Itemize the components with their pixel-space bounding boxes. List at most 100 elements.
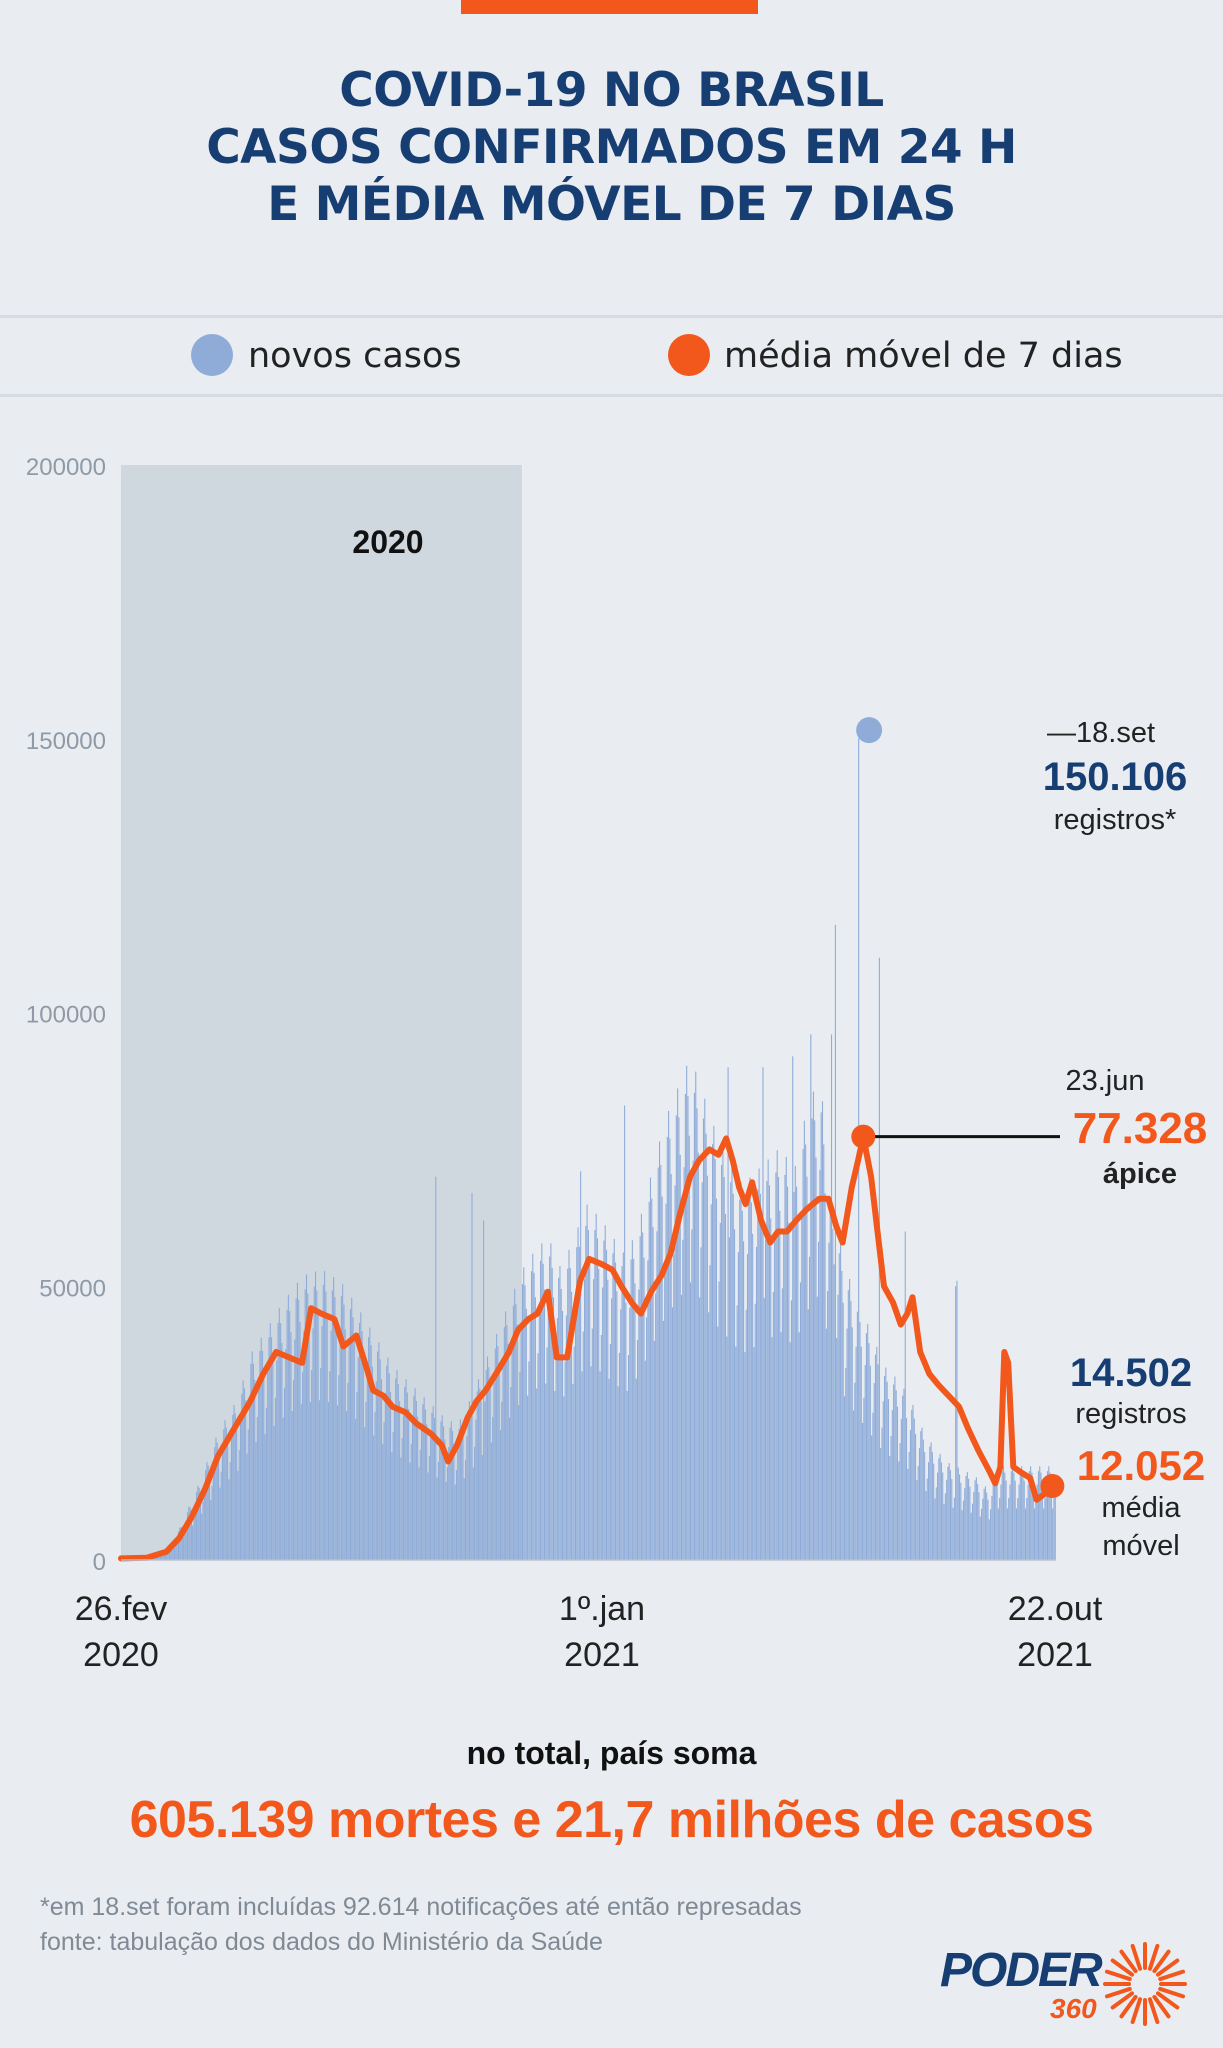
case-bar	[757, 1189, 759, 1560]
case-bar	[911, 1409, 913, 1560]
case-bar	[771, 1337, 773, 1560]
case-bar	[692, 1160, 694, 1560]
case-bar	[377, 1351, 379, 1560]
case-bar	[864, 1364, 866, 1560]
case-bar	[633, 1258, 635, 1560]
case-bar	[225, 1427, 227, 1560]
case-bar	[787, 1186, 789, 1560]
case-bar	[721, 1165, 723, 1560]
case-bar	[467, 1411, 469, 1560]
x-tick-label-year: 2020	[83, 1636, 159, 1674]
case-bar	[935, 1487, 937, 1560]
case-bar	[475, 1419, 477, 1560]
case-bar	[678, 1117, 680, 1560]
case-bar	[312, 1328, 314, 1560]
case-bar	[724, 1213, 727, 1560]
case-bar	[712, 1144, 714, 1560]
case-bar	[227, 1437, 229, 1560]
case-bar	[224, 1420, 226, 1560]
case-bar	[889, 1456, 891, 1560]
case-bar	[486, 1356, 489, 1560]
case-bar	[1015, 1508, 1018, 1560]
case-bar	[514, 1288, 516, 1560]
case-bar	[497, 1346, 499, 1560]
x-tick-label-day: 1º.jan	[559, 1590, 645, 1628]
case-bar	[230, 1438, 233, 1560]
case-bar	[316, 1290, 318, 1560]
case-bar	[163, 1552, 165, 1560]
sun-ray	[1104, 1969, 1132, 1982]
case-bar	[1013, 1472, 1015, 1560]
case-bar	[640, 1213, 642, 1560]
case-bar	[755, 1246, 758, 1560]
case-bar	[300, 1404, 302, 1560]
x-tick-label-day: 26.fev	[75, 1590, 168, 1628]
case-bar	[974, 1480, 976, 1560]
case-bar	[406, 1392, 408, 1560]
case-bar	[537, 1353, 539, 1560]
case-bar	[573, 1346, 575, 1560]
case-bar	[311, 1370, 313, 1560]
case-bar	[992, 1481, 994, 1560]
spike-note-label: registros*	[1054, 804, 1177, 836]
case-bar	[551, 1267, 553, 1560]
case-bar	[682, 1239, 684, 1560]
case-bar	[731, 1164, 733, 1560]
case-bar	[374, 1411, 376, 1560]
case-bar	[327, 1402, 330, 1560]
case-bar	[439, 1441, 441, 1560]
case-bar	[528, 1361, 530, 1560]
case-bar	[704, 1098, 706, 1560]
case-bar	[930, 1442, 932, 1560]
case-bar	[980, 1508, 983, 1560]
case-bar	[305, 1274, 308, 1560]
case-bar	[793, 1192, 795, 1560]
case-bar	[405, 1379, 407, 1560]
case-bar	[223, 1429, 225, 1560]
case-bar	[920, 1431, 922, 1560]
case-bar	[515, 1304, 517, 1560]
case-bar	[687, 1096, 689, 1560]
case-bar	[219, 1487, 221, 1560]
case-bar	[1022, 1472, 1024, 1560]
spike-date-label: —18.set	[1047, 717, 1155, 749]
case-bar	[1043, 1508, 1045, 1560]
case-bar	[426, 1424, 428, 1560]
case-bar	[602, 1287, 604, 1560]
case-bar	[796, 1186, 798, 1560]
case-bar	[458, 1428, 460, 1560]
case-bar	[671, 1307, 674, 1560]
case-bar	[440, 1421, 442, 1560]
case-bar	[946, 1479, 948, 1560]
case-bar	[838, 1253, 840, 1560]
case-bar	[521, 1284, 523, 1560]
case-bar	[188, 1506, 190, 1560]
case-bar	[677, 1088, 679, 1560]
case-bar	[887, 1399, 889, 1560]
case-bar	[454, 1484, 456, 1560]
y-tick-label: 150000	[26, 728, 106, 755]
case-bar	[331, 1290, 333, 1560]
case-bar	[333, 1277, 335, 1560]
case-bar	[325, 1291, 327, 1560]
case-bar	[1027, 1484, 1029, 1560]
case-bar	[840, 1243, 842, 1560]
case-bar	[868, 1343, 870, 1560]
case-bar	[580, 1171, 582, 1560]
case-bar	[1010, 1471, 1012, 1560]
case-bar	[827, 1290, 829, 1560]
case-bar	[668, 1110, 670, 1560]
case-bar	[990, 1509, 992, 1560]
case-bar	[626, 1390, 628, 1560]
case-bar	[982, 1498, 984, 1560]
case-bar	[197, 1485, 199, 1560]
case-bar	[261, 1351, 264, 1560]
case-bar	[484, 1401, 486, 1560]
case-bar	[715, 1198, 717, 1560]
case-bar	[904, 1231, 906, 1560]
case-bar	[986, 1492, 988, 1560]
case-bar	[893, 1384, 895, 1560]
case-bar	[660, 1164, 662, 1560]
case-bar	[291, 1411, 293, 1560]
case-bar	[684, 1093, 686, 1560]
